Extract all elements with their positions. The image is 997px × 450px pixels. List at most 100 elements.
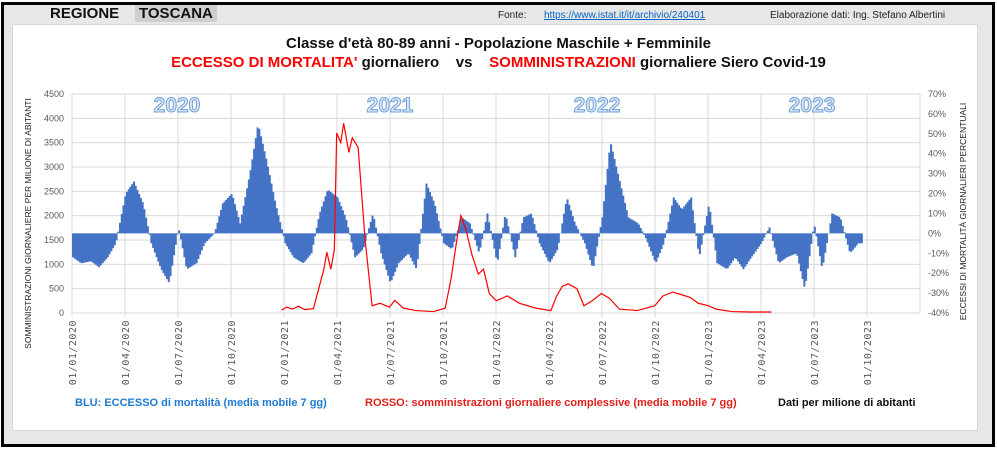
y-left-tick-label: 2500 — [44, 186, 64, 196]
mortality-bar — [82, 233, 85, 263]
source-link[interactable]: https://www.istat.it/it/archivio/240401 — [544, 10, 706, 21]
mortality-bar — [590, 233, 593, 266]
mortality-bar — [789, 233, 792, 256]
mortality-bar — [383, 233, 386, 265]
mortality-bar — [679, 207, 682, 234]
mortality-bar — [538, 233, 541, 244]
mortality-bar — [185, 233, 188, 267]
mortality-bar — [498, 233, 501, 250]
y-right-tick-label: 30% — [928, 169, 946, 179]
mortality-bar — [531, 217, 534, 234]
mortality-bar — [402, 233, 405, 258]
mortality-bar — [169, 233, 172, 277]
mortality-bar — [303, 233, 306, 262]
mortality-bar — [857, 233, 860, 244]
mortality-bar — [528, 214, 531, 234]
mortality-bar — [860, 233, 863, 244]
mortality-bar — [432, 200, 435, 234]
x-tick-label: 01/01/2023 — [704, 320, 715, 385]
mortality-bar — [526, 215, 529, 234]
mortality-bar — [171, 233, 174, 266]
mortality-bar — [768, 227, 771, 234]
mortality-bar — [125, 191, 129, 234]
mortality-bar — [296, 233, 299, 260]
year-label: 2020 — [154, 94, 201, 117]
mortality-bar — [267, 166, 270, 234]
y-right-tick-label: 60% — [928, 109, 946, 119]
mortality-bar — [803, 233, 806, 287]
mortality-bar — [183, 233, 186, 258]
mortality-bar — [397, 233, 400, 264]
mortality-bar — [368, 228, 371, 234]
mortality-bar — [162, 233, 165, 274]
y-left-tick-label: 4000 — [44, 113, 64, 123]
mortality-bar — [763, 233, 766, 238]
mortality-bar — [606, 168, 609, 234]
mortality-bar — [326, 191, 329, 234]
mortality-bar — [481, 233, 484, 240]
mortality-bar — [594, 233, 597, 257]
mortality-bar — [420, 228, 423, 234]
mortality-bar — [737, 233, 740, 262]
x-tick-label: 01/10/2020 — [227, 320, 238, 385]
mortality-bar — [96, 233, 99, 266]
mortality-bar — [831, 213, 834, 234]
mortality-bar — [380, 233, 383, 254]
mortality-bar — [275, 208, 278, 234]
mortality-bar — [192, 233, 195, 266]
mortality-bar — [510, 233, 513, 242]
x-tick-label: 01/07/2023 — [810, 320, 821, 385]
mortality-bar — [529, 213, 532, 234]
mortality-bar — [160, 233, 163, 271]
mortality-bar — [512, 233, 515, 250]
mortality-bar — [195, 233, 198, 264]
mortality-bar — [691, 210, 694, 234]
mortality-bar — [73, 233, 76, 259]
mortality-bar — [545, 233, 548, 258]
mortality-bar — [322, 201, 325, 234]
mortality-bar — [684, 204, 687, 234]
mortality-bar — [742, 233, 745, 270]
mortality-bar — [220, 209, 223, 234]
mortality-bar — [707, 206, 710, 234]
mortality-bar — [364, 233, 367, 241]
y-left-tick-label: 3000 — [44, 162, 64, 172]
mortality-bar — [395, 233, 398, 268]
mortality-bar — [806, 233, 809, 269]
mortality-bar — [829, 223, 832, 234]
mortality-bar — [300, 233, 303, 262]
mortality-bar — [712, 233, 715, 238]
mortality-bar — [563, 213, 566, 234]
mortality-bar — [361, 233, 364, 251]
x-tick-label: 01/07/2021 — [386, 320, 397, 385]
mortality-bar — [576, 229, 580, 234]
mortality-bar — [670, 205, 674, 234]
mortality-bar — [719, 233, 722, 266]
mortality-bar — [657, 233, 660, 258]
mortality-bar — [312, 233, 315, 245]
mortality-bar — [810, 233, 813, 244]
mortality-bar — [500, 233, 503, 239]
mortality-bar — [843, 232, 846, 234]
mortality-bar — [805, 233, 808, 281]
mortality-bar — [507, 226, 510, 234]
mortality-bar — [327, 190, 331, 234]
mortality-bar — [141, 202, 144, 234]
mortality-bar — [838, 216, 841, 234]
mortality-bar — [570, 210, 573, 234]
mortality-bar — [289, 233, 292, 253]
mortality-bar — [672, 197, 675, 234]
mortality-bar — [784, 233, 787, 259]
mortality-bar — [704, 225, 707, 234]
region-value: TOSCANA — [135, 5, 217, 22]
mortality-bar — [839, 219, 842, 234]
mortality-bar — [376, 233, 379, 237]
mortality-bar — [277, 215, 280, 234]
mortality-bar — [493, 233, 496, 249]
mortality-bar — [495, 233, 498, 258]
x-tick-label: 01/04/2020 — [121, 320, 132, 385]
mortality-bar — [218, 216, 221, 234]
mortality-bar — [239, 223, 242, 234]
mortality-bar — [773, 233, 776, 248]
mortality-bar — [629, 218, 632, 234]
